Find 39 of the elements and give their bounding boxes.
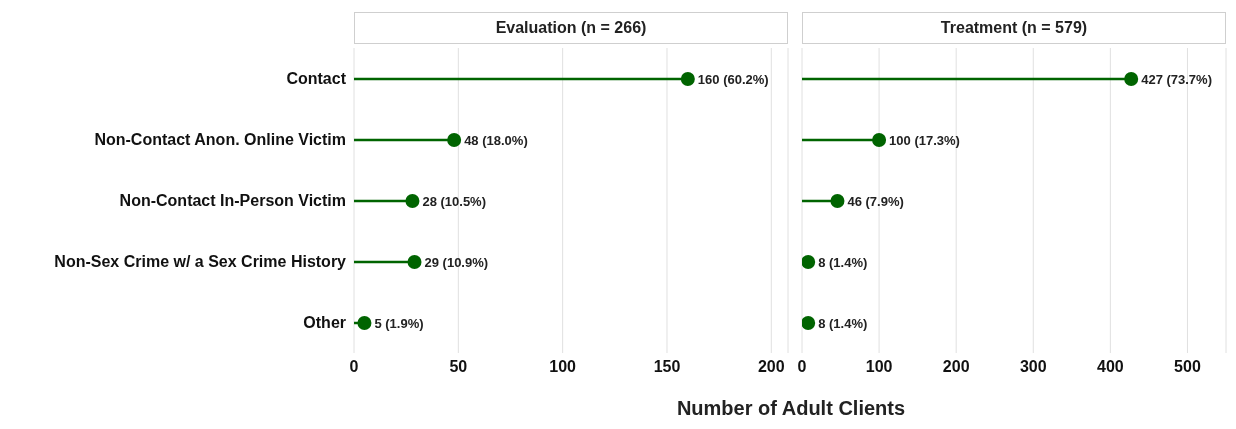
data-label: 160 (60.2%) xyxy=(697,71,769,87)
x-tick-label: 100 xyxy=(549,358,577,376)
y-tick-label: Other xyxy=(303,314,346,332)
x-tick-label: 0 xyxy=(797,358,807,376)
point xyxy=(407,255,422,269)
y-tick-label: Non-Contact Anon. Online Victim xyxy=(94,131,346,149)
x-tick-label: 400 xyxy=(1097,358,1124,376)
point xyxy=(872,133,887,147)
data-label: 48 (18.0%) xyxy=(464,132,528,148)
x-tick-label: 300 xyxy=(1019,358,1047,376)
x-axis-title: Number of Adult Clients xyxy=(675,397,907,420)
point xyxy=(680,72,695,86)
point xyxy=(802,255,816,269)
data-label: 427 (73.7%) xyxy=(1141,71,1213,87)
point xyxy=(830,194,845,208)
point xyxy=(447,133,462,147)
point xyxy=(357,316,372,330)
y-tick-label: Contact xyxy=(286,70,347,88)
x-tick-label: 150 xyxy=(653,358,681,376)
data-label: 8 (1.4%) xyxy=(818,315,868,331)
x-tick-label: 200 xyxy=(757,358,785,376)
y-tick-label: Non-Sex Crime w/ a Sex Crime History xyxy=(54,253,347,271)
point xyxy=(405,194,420,208)
y-tick-label: Non-Contact In-Person Victim xyxy=(119,192,346,210)
data-label: 8 (1.4%) xyxy=(818,254,868,270)
x-tick-label: 500 xyxy=(1174,358,1201,376)
data-label: 5 (1.9%) xyxy=(374,315,424,331)
point xyxy=(1124,72,1139,86)
point xyxy=(802,316,816,330)
x-tick-label: 100 xyxy=(865,358,893,376)
data-label: 100 (17.3%) xyxy=(889,132,960,148)
chart-title: Treatment (n = 579) xyxy=(940,19,1088,37)
data-label: 46 (7.9%) xyxy=(847,193,904,209)
data-label: 28 (10.5%) xyxy=(422,193,487,209)
data-label: 29 (10.9%) xyxy=(424,254,489,270)
x-tick-label: 0 xyxy=(349,358,359,376)
x-tick-label: 50 xyxy=(449,358,468,376)
x-tick-label: 200 xyxy=(942,358,970,376)
chart-title: Evaluation (n = 266) xyxy=(495,19,647,37)
